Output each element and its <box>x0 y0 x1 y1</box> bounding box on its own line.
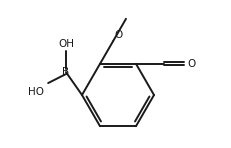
Text: O: O <box>113 30 122 40</box>
Text: HO: HO <box>28 87 44 97</box>
Text: OH: OH <box>58 39 74 49</box>
Text: B: B <box>62 67 69 77</box>
Text: O: O <box>186 59 195 69</box>
